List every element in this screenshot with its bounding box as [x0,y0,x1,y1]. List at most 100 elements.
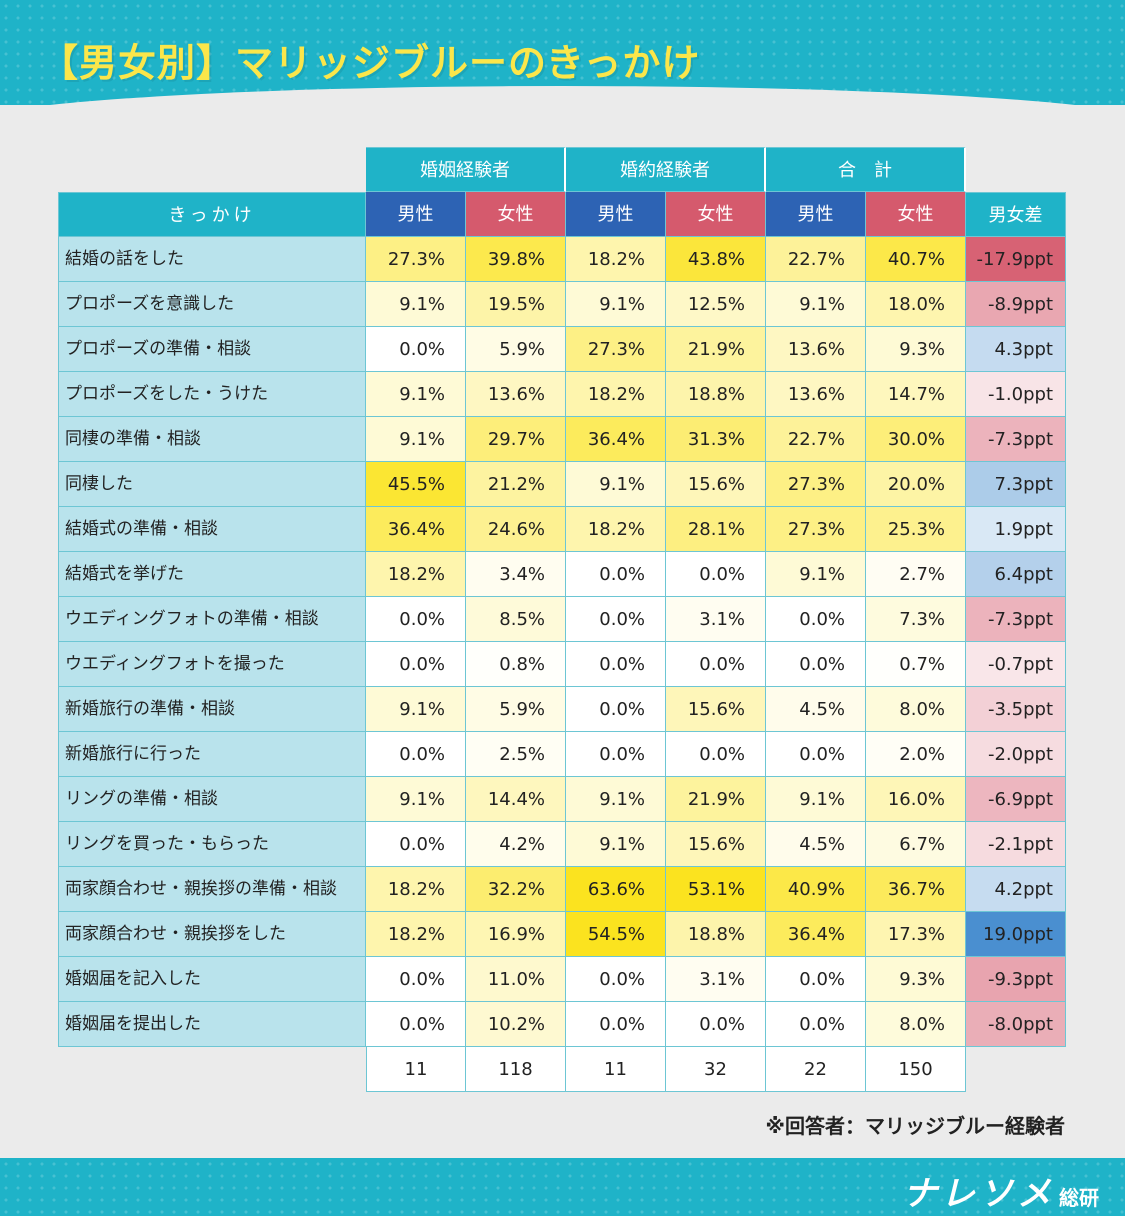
table-cell: 36.7% [866,867,966,912]
female-column-header: 女性 [666,192,766,237]
table-cell: 18.0% [866,282,966,327]
table-cell: 0.0% [666,552,766,597]
row-label: 結婚式を挙げた [58,552,366,597]
table-cell: 3.4% [466,552,566,597]
table-cell: 9.1% [766,777,866,822]
respondent-count: 11 [366,1047,466,1092]
table-cell: 0.7% [866,642,966,687]
table-cell: 13.6% [766,372,866,417]
table-cell: 0.0% [366,1002,466,1047]
row-label: プロポーズを意識した [58,282,366,327]
table-cell: 16.9% [466,912,566,957]
male-column-header: 男性 [366,192,466,237]
row-label: 両家顔合わせ・親挨拶をした [58,912,366,957]
row-label: ウエディングフォトの準備・相談 [58,597,366,642]
table-cell: 9.1% [566,822,666,867]
table-cell: 29.7% [466,417,566,462]
diff-cell: 4.3ppt [966,327,1066,372]
table-cell: 9.3% [866,327,966,372]
respondent-count: 118 [466,1047,566,1092]
table-cell: 0.0% [766,957,866,1002]
table-cell: 11.0% [466,957,566,1002]
brand-logo-sub: 総研 [1059,1186,1099,1210]
table-cell: 40.9% [766,867,866,912]
column-group-header: 合 計 [766,147,966,192]
table-cell: 0.0% [566,552,666,597]
diff-cell: 1.9ppt [966,507,1066,552]
female-column-header: 女性 [866,192,966,237]
table-cell: 0.0% [766,642,866,687]
male-column-header: 男性 [766,192,866,237]
table-cell: 8.5% [466,597,566,642]
table-cell: 18.2% [566,507,666,552]
table-cell: 21.9% [666,777,766,822]
table-cell: 36.4% [766,912,866,957]
table-cell: 14.4% [466,777,566,822]
diff-cell: 4.2ppt [966,867,1066,912]
table-cell: 7.3% [866,597,966,642]
table-cell: 18.2% [366,912,466,957]
table-cell: 0.0% [566,642,666,687]
table-cell: 3.1% [666,957,766,1002]
row-label: ウエディングフォトを撮った [58,642,366,687]
table-cell: 16.0% [866,777,966,822]
diff-cell: -8.9ppt [966,282,1066,327]
table-cell: 19.5% [466,282,566,327]
diff-cell: 6.4ppt [966,552,1066,597]
table-cell: 18.2% [566,372,666,417]
table-cell: 43.8% [666,237,766,282]
table-cell: 18.8% [666,912,766,957]
table-cell: 9.1% [366,687,466,732]
table-cell: 0.0% [766,1002,866,1047]
table-cell: 32.2% [466,867,566,912]
table-cell: 10.2% [466,1002,566,1047]
row-label: 新婚旅行に行った [58,732,366,777]
table-cell: 9.1% [766,552,866,597]
table-cell: 3.1% [666,597,766,642]
label-column-header: きっかけ [58,192,366,237]
table-cell: 0.0% [366,732,466,777]
table-cell: 0.0% [366,327,466,372]
table-cell: 18.8% [666,372,766,417]
row-label: 婚姻届を提出した [58,1002,366,1047]
diff-cell: -1.0ppt [966,372,1066,417]
table-cell: 9.1% [566,282,666,327]
table-cell: 0.0% [566,687,666,732]
table-cell: 15.6% [666,687,766,732]
female-column-header: 女性 [466,192,566,237]
row-label: 婚姻届を記入した [58,957,366,1002]
row-label: 新婚旅行の準備・相談 [58,687,366,732]
diff-cell: -7.3ppt [966,417,1066,462]
table-cell: 2.7% [866,552,966,597]
table-cell: 20.0% [866,462,966,507]
table-cell: 0.0% [566,1002,666,1047]
diff-cell: -6.9ppt [966,777,1066,822]
table-cell: 2.0% [866,732,966,777]
table-cell: 13.6% [766,327,866,372]
table-cell: 63.6% [566,867,666,912]
table-cell: 15.6% [666,462,766,507]
diff-cell: -2.1ppt [966,822,1066,867]
table-cell: 0.0% [766,732,866,777]
table-cell: 17.3% [866,912,966,957]
table-cell: 27.3% [766,507,866,552]
table-cell: 36.4% [366,507,466,552]
table-cell: 9.1% [566,462,666,507]
male-column-header: 男性 [566,192,666,237]
table-cell: 4.5% [766,687,866,732]
diff-column-header: 男女差 [966,192,1066,237]
table-cell: 0.0% [566,732,666,777]
respondent-count: 11 [566,1047,666,1092]
table-cell: 25.3% [866,507,966,552]
table-cell: 4.5% [766,822,866,867]
table-cell: 40.7% [866,237,966,282]
table-cell: 0.0% [366,642,466,687]
table-cell: 54.5% [566,912,666,957]
table-cell: 22.7% [766,237,866,282]
diff-cell: -7.3ppt [966,597,1066,642]
table-cell: 4.2% [466,822,566,867]
table-cell: 0.0% [666,642,766,687]
table-cell: 0.0% [366,957,466,1002]
footer-banner [0,1158,1125,1216]
table-cell: 39.8% [466,237,566,282]
